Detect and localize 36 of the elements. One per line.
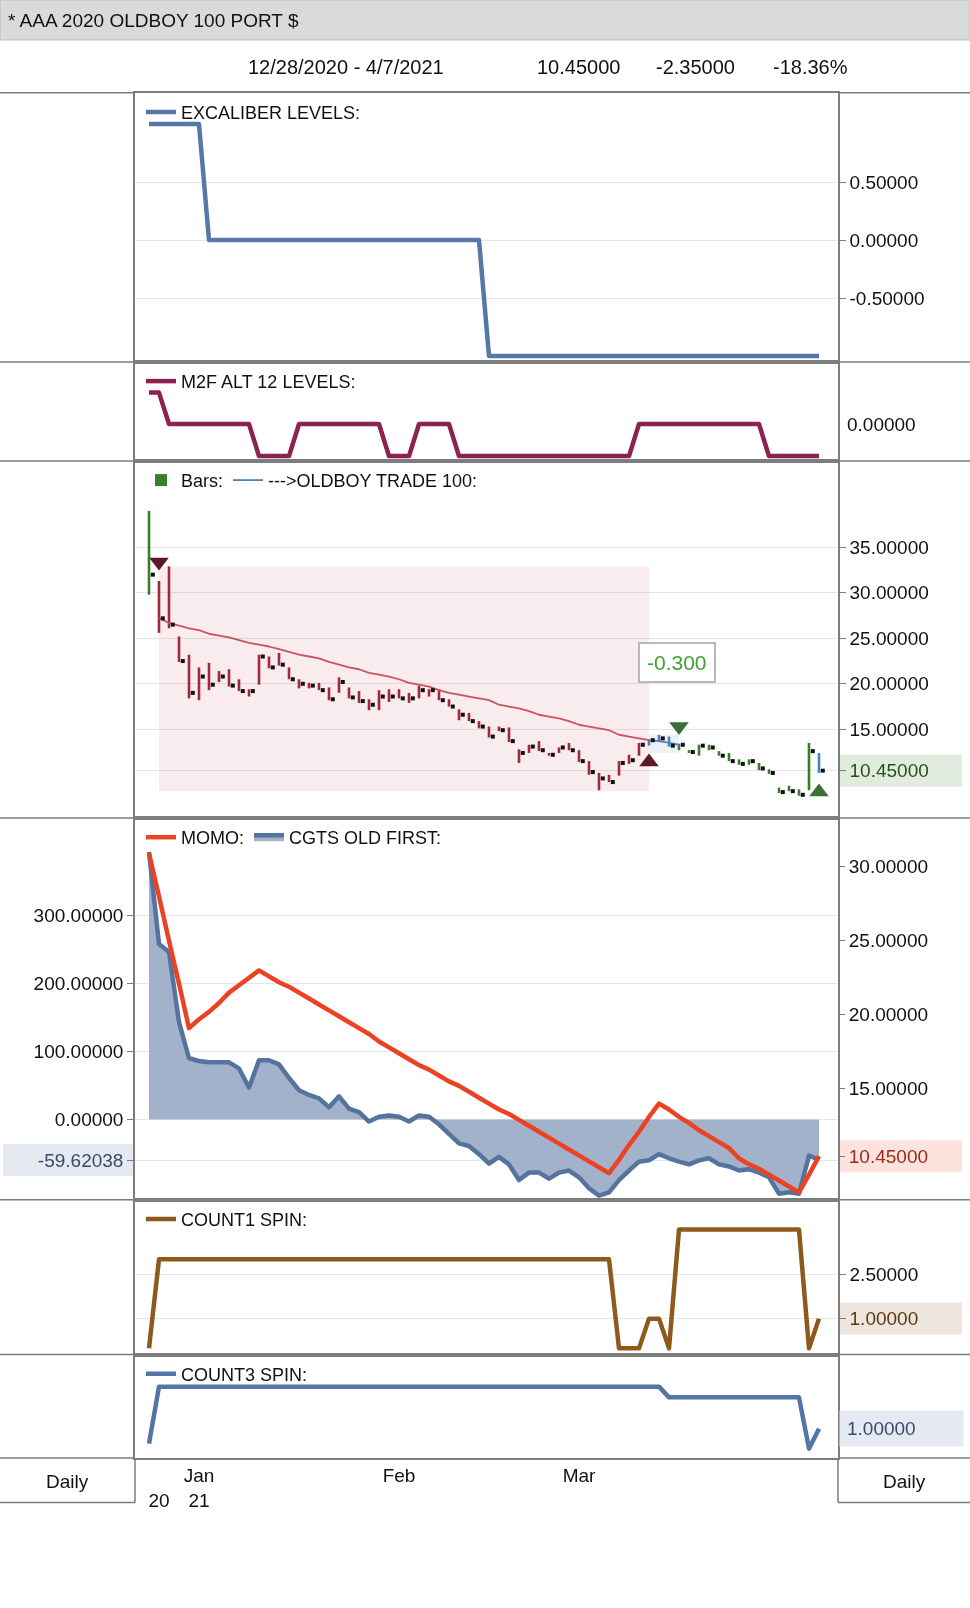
legend-label: EXCALIBER LEVELS: (181, 103, 361, 124)
x-tick-label: Jan 21 (183, 1465, 215, 1512)
y-tick-label: -59.62038 (37, 1149, 124, 1171)
legend-label: COUNT3 SPIN: (181, 1364, 308, 1385)
legend-label: Bars: (181, 471, 224, 492)
text: Daily (46, 1471, 89, 1492)
y-tick-label: 2.50000 (849, 1263, 919, 1285)
chart-subtitle: 12/28/2020 - 4/7/2021 (248, 56, 444, 78)
y-tick-label: 0.50000 (849, 171, 919, 193)
y-tick-label: 100.00000 (33, 1041, 124, 1063)
chart-title: * AAA 2020 OLDBOY 100 PORT $ (8, 9, 299, 31)
x-tick-label: Feb (382, 1465, 416, 1487)
y-tick-label: 300.00000 (33, 904, 124, 926)
y-tick-label: 0.00000 (849, 229, 919, 251)
annotation: -0.300 (647, 651, 707, 674)
y-tick-label: 20.00000 (849, 673, 929, 695)
y-tick-label: 25.00000 (849, 627, 929, 649)
y-tick-label: 1.00000 (849, 1308, 919, 1330)
y-tick-label: 200.00000 (33, 973, 124, 995)
text: -18.36% (773, 56, 848, 78)
text: -2.35000 (656, 56, 735, 78)
legend-label: COUNT1 SPIN: (181, 1210, 308, 1231)
legend-label: CGTS OLD FIRST: (289, 828, 442, 849)
y-tick-label: 15.00000 (849, 718, 929, 740)
legend-label: MOMO: (181, 828, 244, 849)
text: 10.45000 (537, 56, 621, 78)
y-tick-label: -0.50000 (849, 287, 925, 309)
text: Daily (883, 1471, 926, 1492)
y-tick-label: 30.00000 (849, 582, 929, 604)
y-tick-label: 0.00000 (54, 1109, 124, 1131)
x-tick-label: 20 (148, 1490, 170, 1512)
x-tick-label: Mar (562, 1465, 597, 1487)
y-tick-label: 35.00000 (849, 536, 929, 558)
legend-label: M2F ALT 12 LEVELS: (181, 372, 356, 393)
legend-label: --->OLDBOY TRADE 100: (268, 471, 477, 492)
y-tick-label: 10.45000 (849, 760, 929, 782)
